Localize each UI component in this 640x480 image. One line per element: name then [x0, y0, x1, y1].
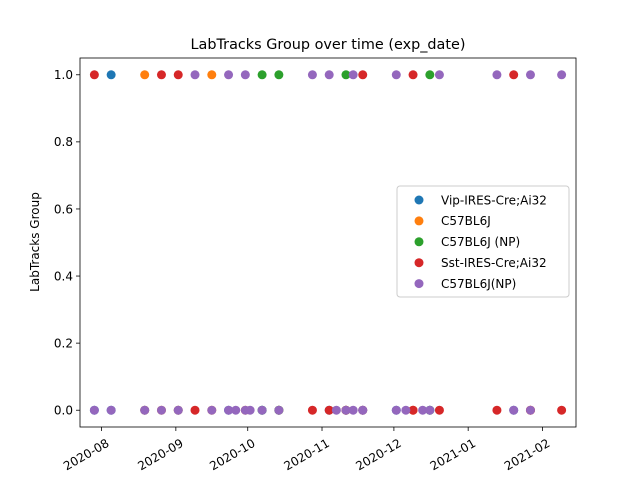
legend-label: Vip-IRES-Cre;Ai32	[441, 193, 547, 207]
legend-marker	[414, 237, 424, 247]
x-tick-label: 2020-10	[207, 436, 257, 473]
data-point	[324, 405, 334, 415]
legend-marker	[414, 216, 424, 226]
data-point	[106, 70, 116, 80]
data-point	[557, 70, 567, 80]
data-point	[408, 405, 418, 415]
legend-box	[396, 185, 570, 298]
data-point	[245, 405, 255, 415]
data-point	[348, 70, 358, 80]
data-point	[401, 405, 411, 415]
data-point	[89, 405, 99, 415]
data-point	[341, 405, 351, 415]
legend-marker	[414, 258, 424, 268]
x-tick-label: 2020-11	[281, 436, 331, 473]
data-point	[341, 70, 351, 80]
x-tick-label: 2021-01	[428, 436, 478, 473]
data-point	[140, 70, 150, 80]
data-point	[140, 405, 150, 415]
data-point	[525, 405, 535, 415]
data-point	[434, 405, 444, 415]
y-tick-label: 0.4	[54, 269, 73, 283]
data-point	[358, 405, 368, 415]
data-point	[231, 405, 241, 415]
data-point	[391, 70, 401, 80]
data-point	[408, 70, 418, 80]
x-tick-label: 2020-08	[61, 436, 111, 473]
data-point	[525, 70, 535, 80]
data-point	[224, 70, 234, 80]
x-tick-label: 2020-12	[353, 436, 403, 473]
chart-title: LabTracks Group over time (exp_date)	[191, 37, 466, 53]
data-point	[89, 70, 99, 80]
data-point	[190, 405, 200, 415]
y-tick-label: 0.2	[54, 336, 73, 350]
legend-marker	[414, 279, 424, 289]
data-point	[274, 405, 284, 415]
y-axis-label: LabTracks Group	[28, 192, 42, 292]
plot-area-frame	[79, 57, 577, 428]
y-tick-label: 0.8	[54, 135, 73, 149]
data-point	[425, 405, 435, 415]
legend-label: C57BL6J(NP)	[441, 277, 516, 291]
data-point	[391, 405, 401, 415]
data-point	[307, 70, 317, 80]
data-point	[348, 405, 358, 415]
data-point	[358, 70, 368, 80]
data-point	[418, 405, 428, 415]
y-tick-label: 1.0	[54, 68, 73, 82]
data-point	[257, 70, 267, 80]
data-point	[331, 405, 341, 415]
data-point	[173, 405, 183, 415]
data-point	[156, 405, 166, 415]
data-point	[156, 70, 166, 80]
data-point	[557, 405, 567, 415]
legend-label: Sst-IRES-Cre;Ai32	[441, 256, 547, 270]
data-point	[509, 405, 519, 415]
data-point	[190, 70, 200, 80]
data-point	[173, 70, 183, 80]
data-point	[257, 405, 267, 415]
x-tick-label: 2020-09	[135, 436, 185, 473]
data-point	[240, 70, 250, 80]
data-point	[434, 70, 444, 80]
data-points	[89, 70, 567, 415]
data-point	[425, 70, 435, 80]
data-point	[274, 70, 284, 80]
data-point	[207, 405, 217, 415]
data-point	[324, 70, 334, 80]
x-tick-label: 2021-02	[502, 436, 552, 473]
data-point	[492, 70, 502, 80]
legend-label: C57BL6J (NP)	[441, 235, 520, 249]
data-point	[492, 405, 502, 415]
y-tick-label: 0.0	[54, 404, 73, 418]
data-point	[207, 70, 217, 80]
data-point	[224, 405, 234, 415]
legend-marker	[414, 195, 424, 205]
data-point	[307, 405, 317, 415]
y-tick-label: 0.6	[54, 202, 73, 216]
legend-label: C57BL6J	[441, 214, 491, 228]
legend: Vip-IRES-Cre;Ai32 C57BL6J C57BL6J (NP) Sst-…	[396, 185, 570, 298]
data-point	[509, 70, 519, 80]
data-point	[106, 405, 116, 415]
